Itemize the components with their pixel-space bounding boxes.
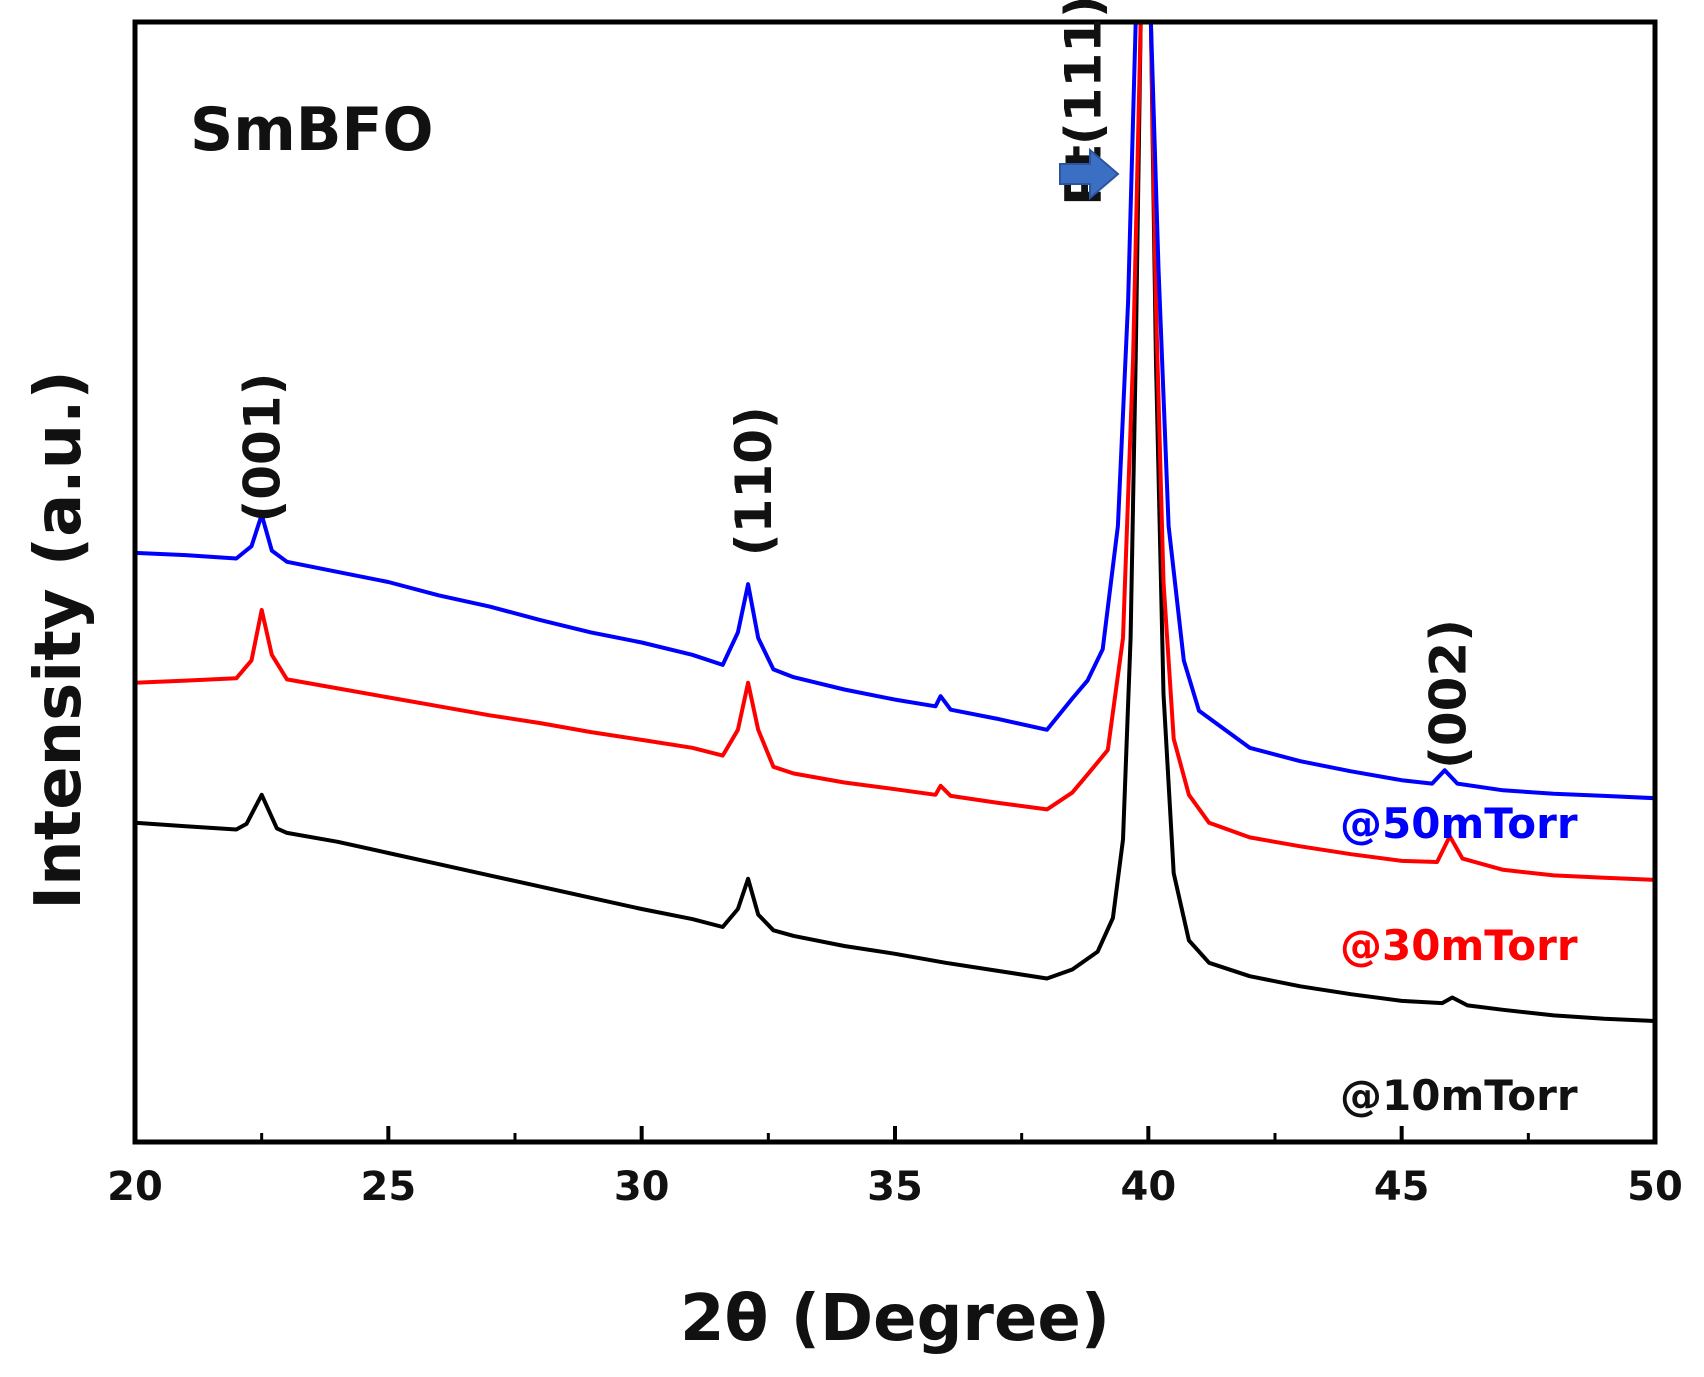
series-line-50mtorr: [135, 22, 1655, 801]
panel-label: SmBFO: [190, 95, 433, 165]
y-axis-title: Intensity (a.u.): [22, 370, 96, 909]
series-label-30mtorr: @30mTorr: [1340, 921, 1578, 970]
series-line-10mtorr: [135, 22, 1655, 1023]
x-tick-label: 30: [614, 1164, 670, 1210]
peak-annotation: (002): [1419, 619, 1477, 769]
peak-annotation: (110): [725, 406, 783, 556]
series-label-10mtorr: @10mTorr: [1340, 1071, 1578, 1120]
peak-annotation: (001): [234, 373, 292, 523]
pt-arrow-icon: [1059, 147, 1120, 201]
x-axis-title: 2θ (Degree): [680, 1282, 1110, 1356]
x-tick-label: 40: [1120, 1164, 1176, 1210]
x-tick-label: 50: [1627, 1164, 1683, 1210]
x-tick-label: 20: [107, 1164, 163, 1210]
plot-frame: [132, 19, 1658, 1145]
series-line-30mtorr: [135, 22, 1655, 882]
x-tick-label: 45: [1374, 1164, 1430, 1210]
x-tick-label: 25: [360, 1164, 416, 1210]
series-label-50mtorr: @50mTorr: [1340, 799, 1578, 848]
x-tick-label: 35: [867, 1164, 923, 1210]
